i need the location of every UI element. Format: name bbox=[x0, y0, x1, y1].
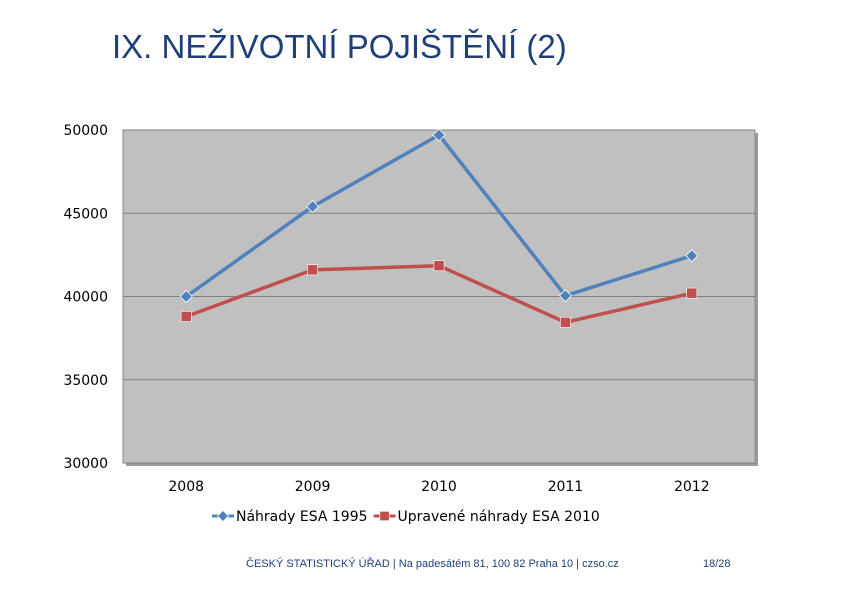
x-tick-label: 2008 bbox=[168, 479, 204, 495]
data-point bbox=[180, 311, 192, 322]
x-axis: 2008 2009 2010 2011 2012 bbox=[168, 479, 709, 495]
legend: Náhrady ESA 1995 Upravené náhrady ESA 201… bbox=[212, 509, 600, 525]
data-point bbox=[216, 509, 230, 523]
legend-item-1: Náhrady ESA 1995 bbox=[212, 509, 368, 525]
data-point bbox=[306, 200, 320, 214]
y-tick-label: 50000 bbox=[63, 123, 108, 139]
data-point bbox=[433, 260, 445, 272]
data-point bbox=[685, 249, 699, 263]
data-point bbox=[559, 316, 571, 328]
footer-text: ČESKÝ STATISTICKÝ ÚŘAD | Na padesátém 81… bbox=[246, 558, 619, 570]
plot-area bbox=[122, 129, 758, 466]
page-number: 18/28 bbox=[703, 558, 731, 570]
y-tick-label: 35000 bbox=[63, 373, 108, 389]
data-point bbox=[558, 289, 572, 303]
series-1 bbox=[179, 128, 699, 304]
data-point bbox=[179, 289, 193, 304]
data-point bbox=[379, 511, 390, 521]
legend-label: Náhrady ESA 1995 bbox=[236, 509, 368, 525]
y-tick-label: 30000 bbox=[63, 456, 108, 472]
data-point bbox=[686, 287, 698, 299]
y-axis: 50000 45000 40000 35000 30000 bbox=[63, 123, 108, 472]
x-tick-label: 2010 bbox=[421, 479, 457, 495]
series-2 bbox=[180, 260, 698, 328]
legend-item-2: Upravené náhrady ESA 2010 bbox=[373, 509, 600, 525]
y-tick-label: 40000 bbox=[63, 290, 108, 306]
y-tick-label: 45000 bbox=[63, 206, 108, 222]
legend-label: Upravené náhrady ESA 2010 bbox=[398, 509, 600, 525]
x-tick-label: 2009 bbox=[295, 479, 331, 495]
data-point bbox=[307, 264, 318, 276]
gridlines bbox=[123, 129, 755, 464]
series-group bbox=[179, 128, 699, 328]
x-tick-label: 2011 bbox=[548, 479, 584, 495]
data-point bbox=[432, 128, 446, 142]
x-tick-label: 2012 bbox=[674, 479, 710, 495]
page-title: IX. NEŽIVOTNÍ POJIŠTĚNÍ (2) bbox=[112, 28, 567, 65]
